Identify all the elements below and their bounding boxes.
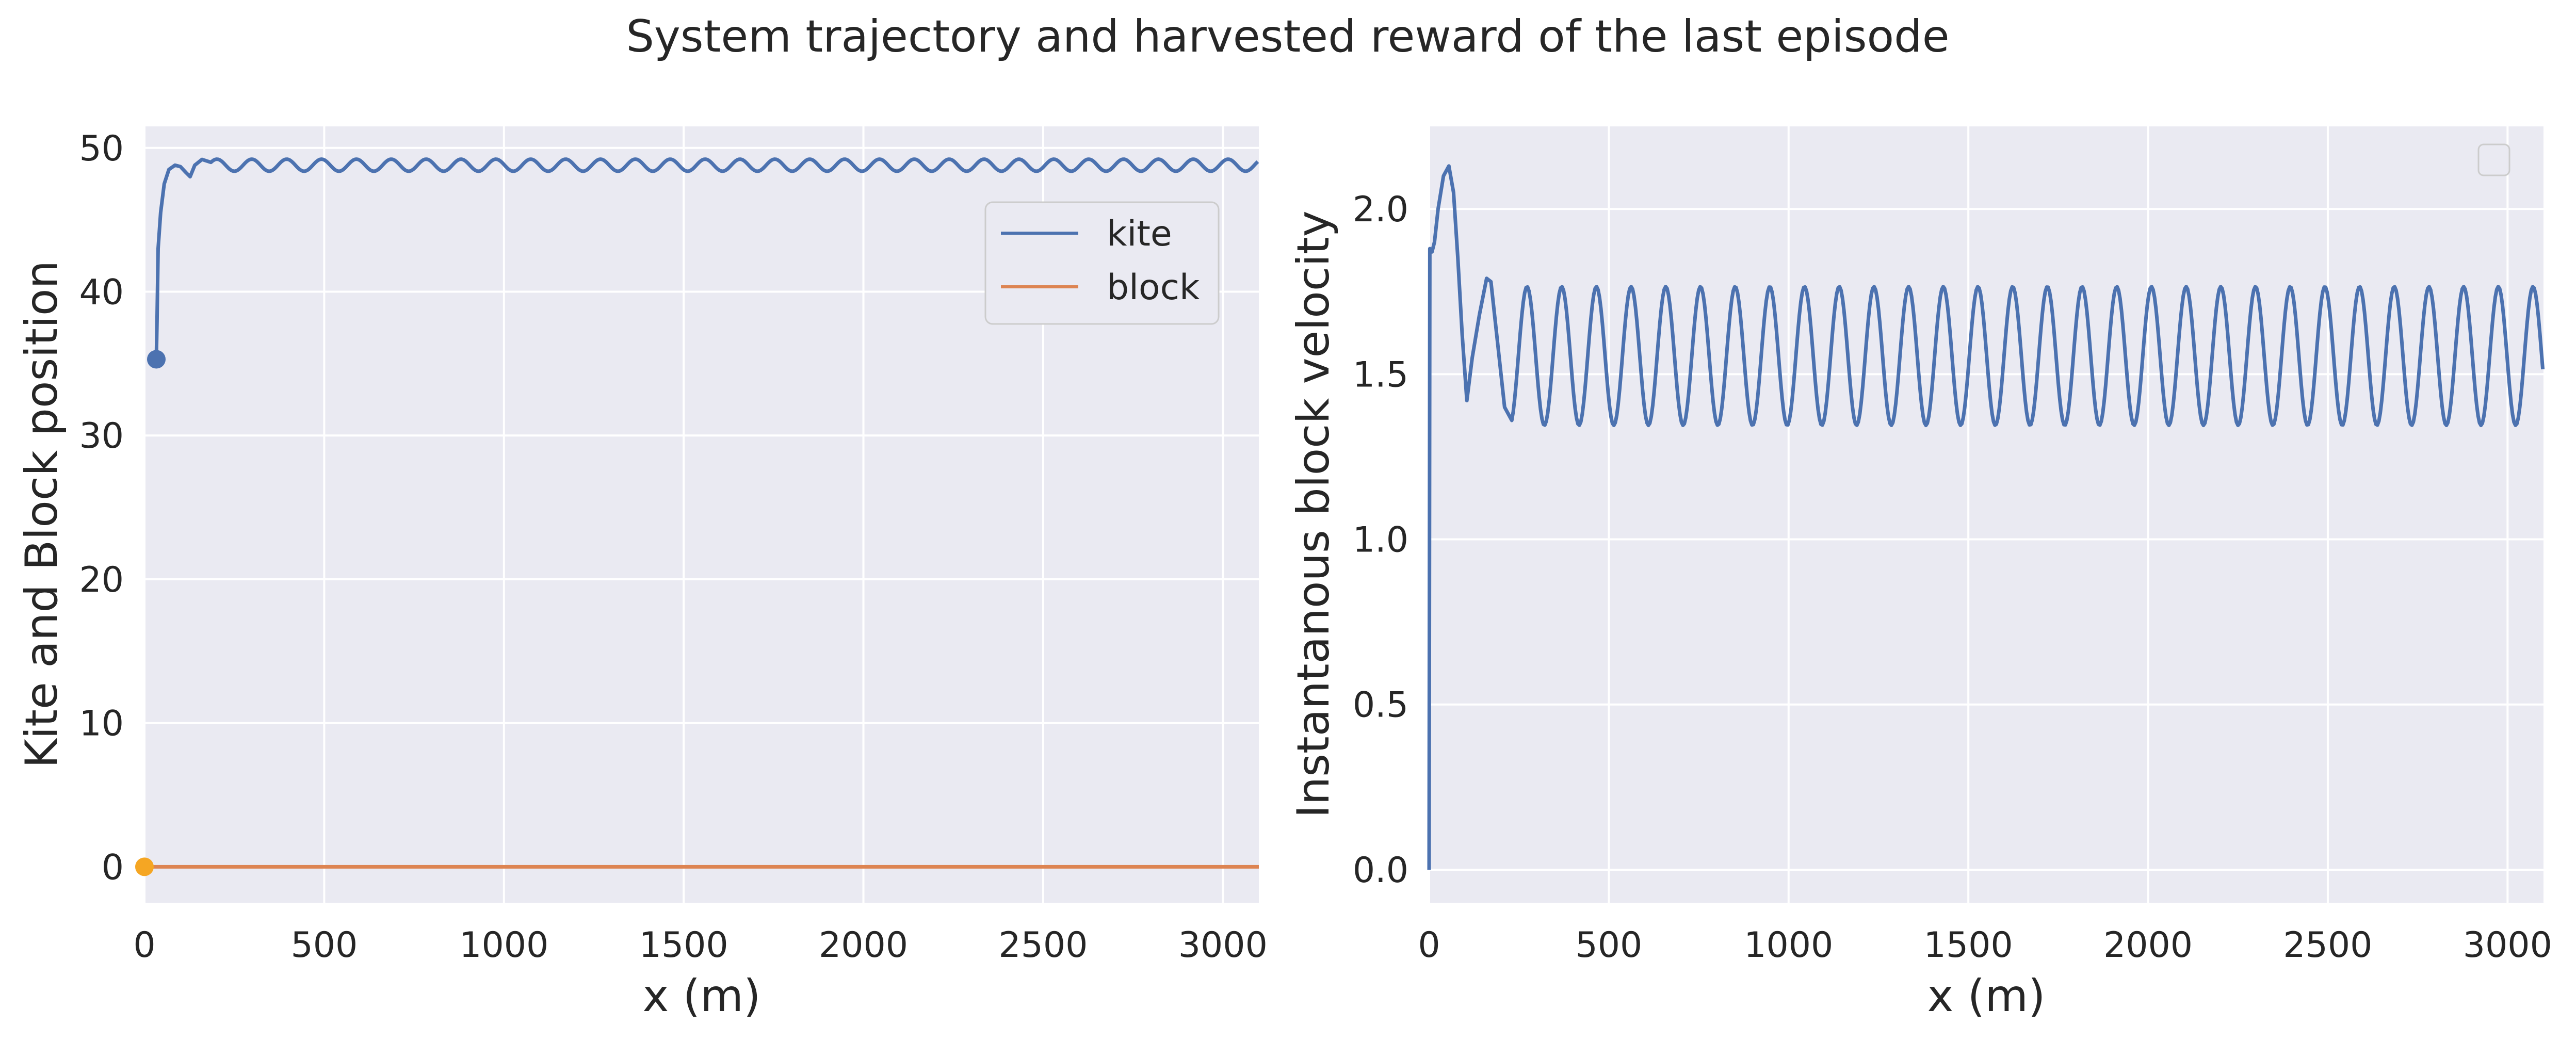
- x-tick-labels: 0 500 1000 1500 2000 2500 3000: [1418, 925, 2552, 966]
- y-tick-label: 0.5: [1353, 685, 1408, 726]
- x-tick-label: 500: [1575, 925, 1642, 966]
- y-tick-labels: 0 10 20 30 40 50: [79, 128, 124, 888]
- kite-block-position-chart: 0 500 1000 1500 2000 2500 3000 0 10 20 30 40 50 x (…: [16, 126, 1268, 1022]
- x-tick-label: 3000: [2463, 925, 2552, 966]
- series-layer: [1427, 164, 2545, 870]
- x-tick-label: 2500: [998, 925, 1088, 966]
- x-tick-label: 500: [290, 925, 358, 966]
- y-tick-label: 50: [79, 128, 124, 169]
- y-tick-labels: 0.0 0.5 1.0 1.5 2.0: [1353, 189, 1408, 891]
- y-tick-label: 40: [79, 272, 124, 313]
- start-marker-block: [135, 857, 154, 876]
- x-tick-label: 1000: [459, 925, 548, 966]
- y-tick-label: 0: [102, 847, 124, 888]
- figure-title: System trajectory and harvested reward o…: [626, 11, 1949, 62]
- y-tick-label: 0.0: [1353, 850, 1408, 891]
- start-marker-kite: [147, 350, 166, 369]
- x-tick-label: 2000: [819, 925, 908, 966]
- legend-label-kite: kite: [1107, 214, 1172, 254]
- gridlines: [1428, 126, 2543, 903]
- x-tick-label: 2000: [2103, 925, 2193, 966]
- x-tick-label: 1500: [639, 925, 728, 966]
- y-tick-label: 1.5: [1353, 354, 1408, 395]
- x-tick-label: 0: [133, 925, 155, 966]
- legend-label-block: block: [1107, 267, 1200, 308]
- series-layer: [135, 157, 1259, 876]
- block-velocity-chart: 0 500 1000 1500 2000 2500 3000 0.0 0.5 1.0 1.5 2.0…: [1288, 126, 2552, 1022]
- x-tick-label: 0: [1418, 925, 1440, 966]
- plot-area: [1429, 126, 2543, 903]
- x-axis-label: x (m): [642, 970, 760, 1022]
- series-line-velocity: [1427, 164, 2545, 870]
- y-tick-label: 2.0: [1353, 189, 1408, 230]
- x-tick-labels: 0 500 1000 1500 2000 2500 3000: [133, 925, 1267, 966]
- y-tick-label: 30: [79, 416, 124, 457]
- y-tick-label: 20: [79, 560, 124, 600]
- legend-box-empty: [2477, 143, 2510, 176]
- x-tick-label: 1500: [1924, 925, 2013, 966]
- y-tick-label: 10: [79, 704, 124, 744]
- y-tick-label: 1.0: [1353, 520, 1408, 561]
- y-axis-label: Kite and Block position: [16, 260, 68, 768]
- x-tick-label: 1000: [1744, 925, 1833, 966]
- x-axis-label: x (m): [1927, 970, 2045, 1022]
- x-tick-label: 2500: [2283, 925, 2372, 966]
- x-tick-label: 3000: [1178, 925, 1268, 966]
- y-axis-label: Instantanous block velocity: [1288, 210, 1339, 818]
- legend: kite block: [984, 201, 1220, 325]
- series-line-kite: [154, 157, 1259, 360]
